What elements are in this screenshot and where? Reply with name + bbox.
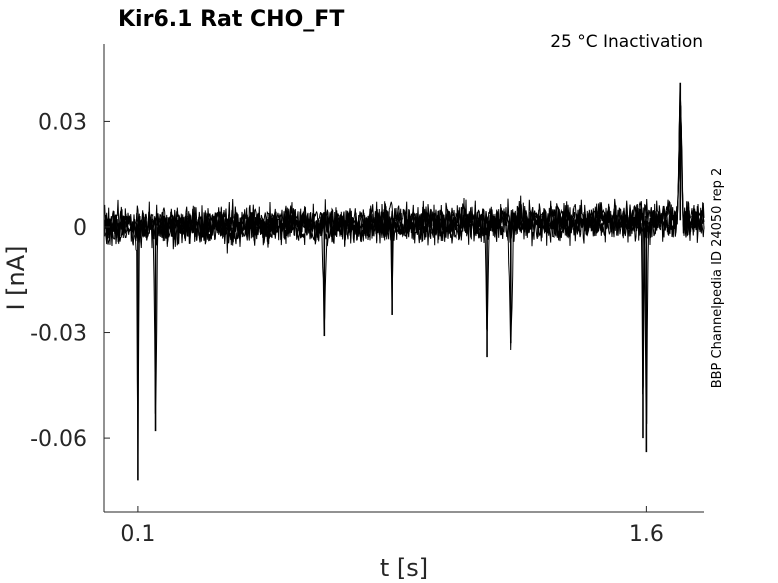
x-tick-label: 0.1: [120, 522, 155, 547]
y-tick-label: 0: [73, 216, 87, 241]
chart-title: Kir6.1 Rat CHO_FT: [118, 7, 344, 32]
y-tick-label: -0.03: [30, 322, 87, 347]
x-tick-label: 1.6: [629, 522, 664, 547]
current-trace: [103, 104, 705, 424]
current-trace: [103, 90, 705, 302]
x-ticks: 0.1 1.6: [120, 506, 664, 547]
current-traces: [103, 82, 705, 481]
condition-label: 25 °C Inactivation: [550, 32, 703, 52]
y-axis-label: I [nA]: [2, 245, 30, 310]
y-ticks: 0.03 0 -0.03 -0.06: [30, 110, 110, 452]
y-tick-label: 0.03: [38, 110, 87, 135]
current-trace: [103, 101, 705, 414]
y-tick-label: -0.06: [30, 427, 87, 452]
current-trace: [103, 108, 705, 456]
channelpedia-id-label: BBP Channelpedia ID 24050 rep 2: [710, 168, 725, 389]
x-axis-label: t [s]: [380, 554, 428, 582]
current-trace: [103, 84, 705, 332]
